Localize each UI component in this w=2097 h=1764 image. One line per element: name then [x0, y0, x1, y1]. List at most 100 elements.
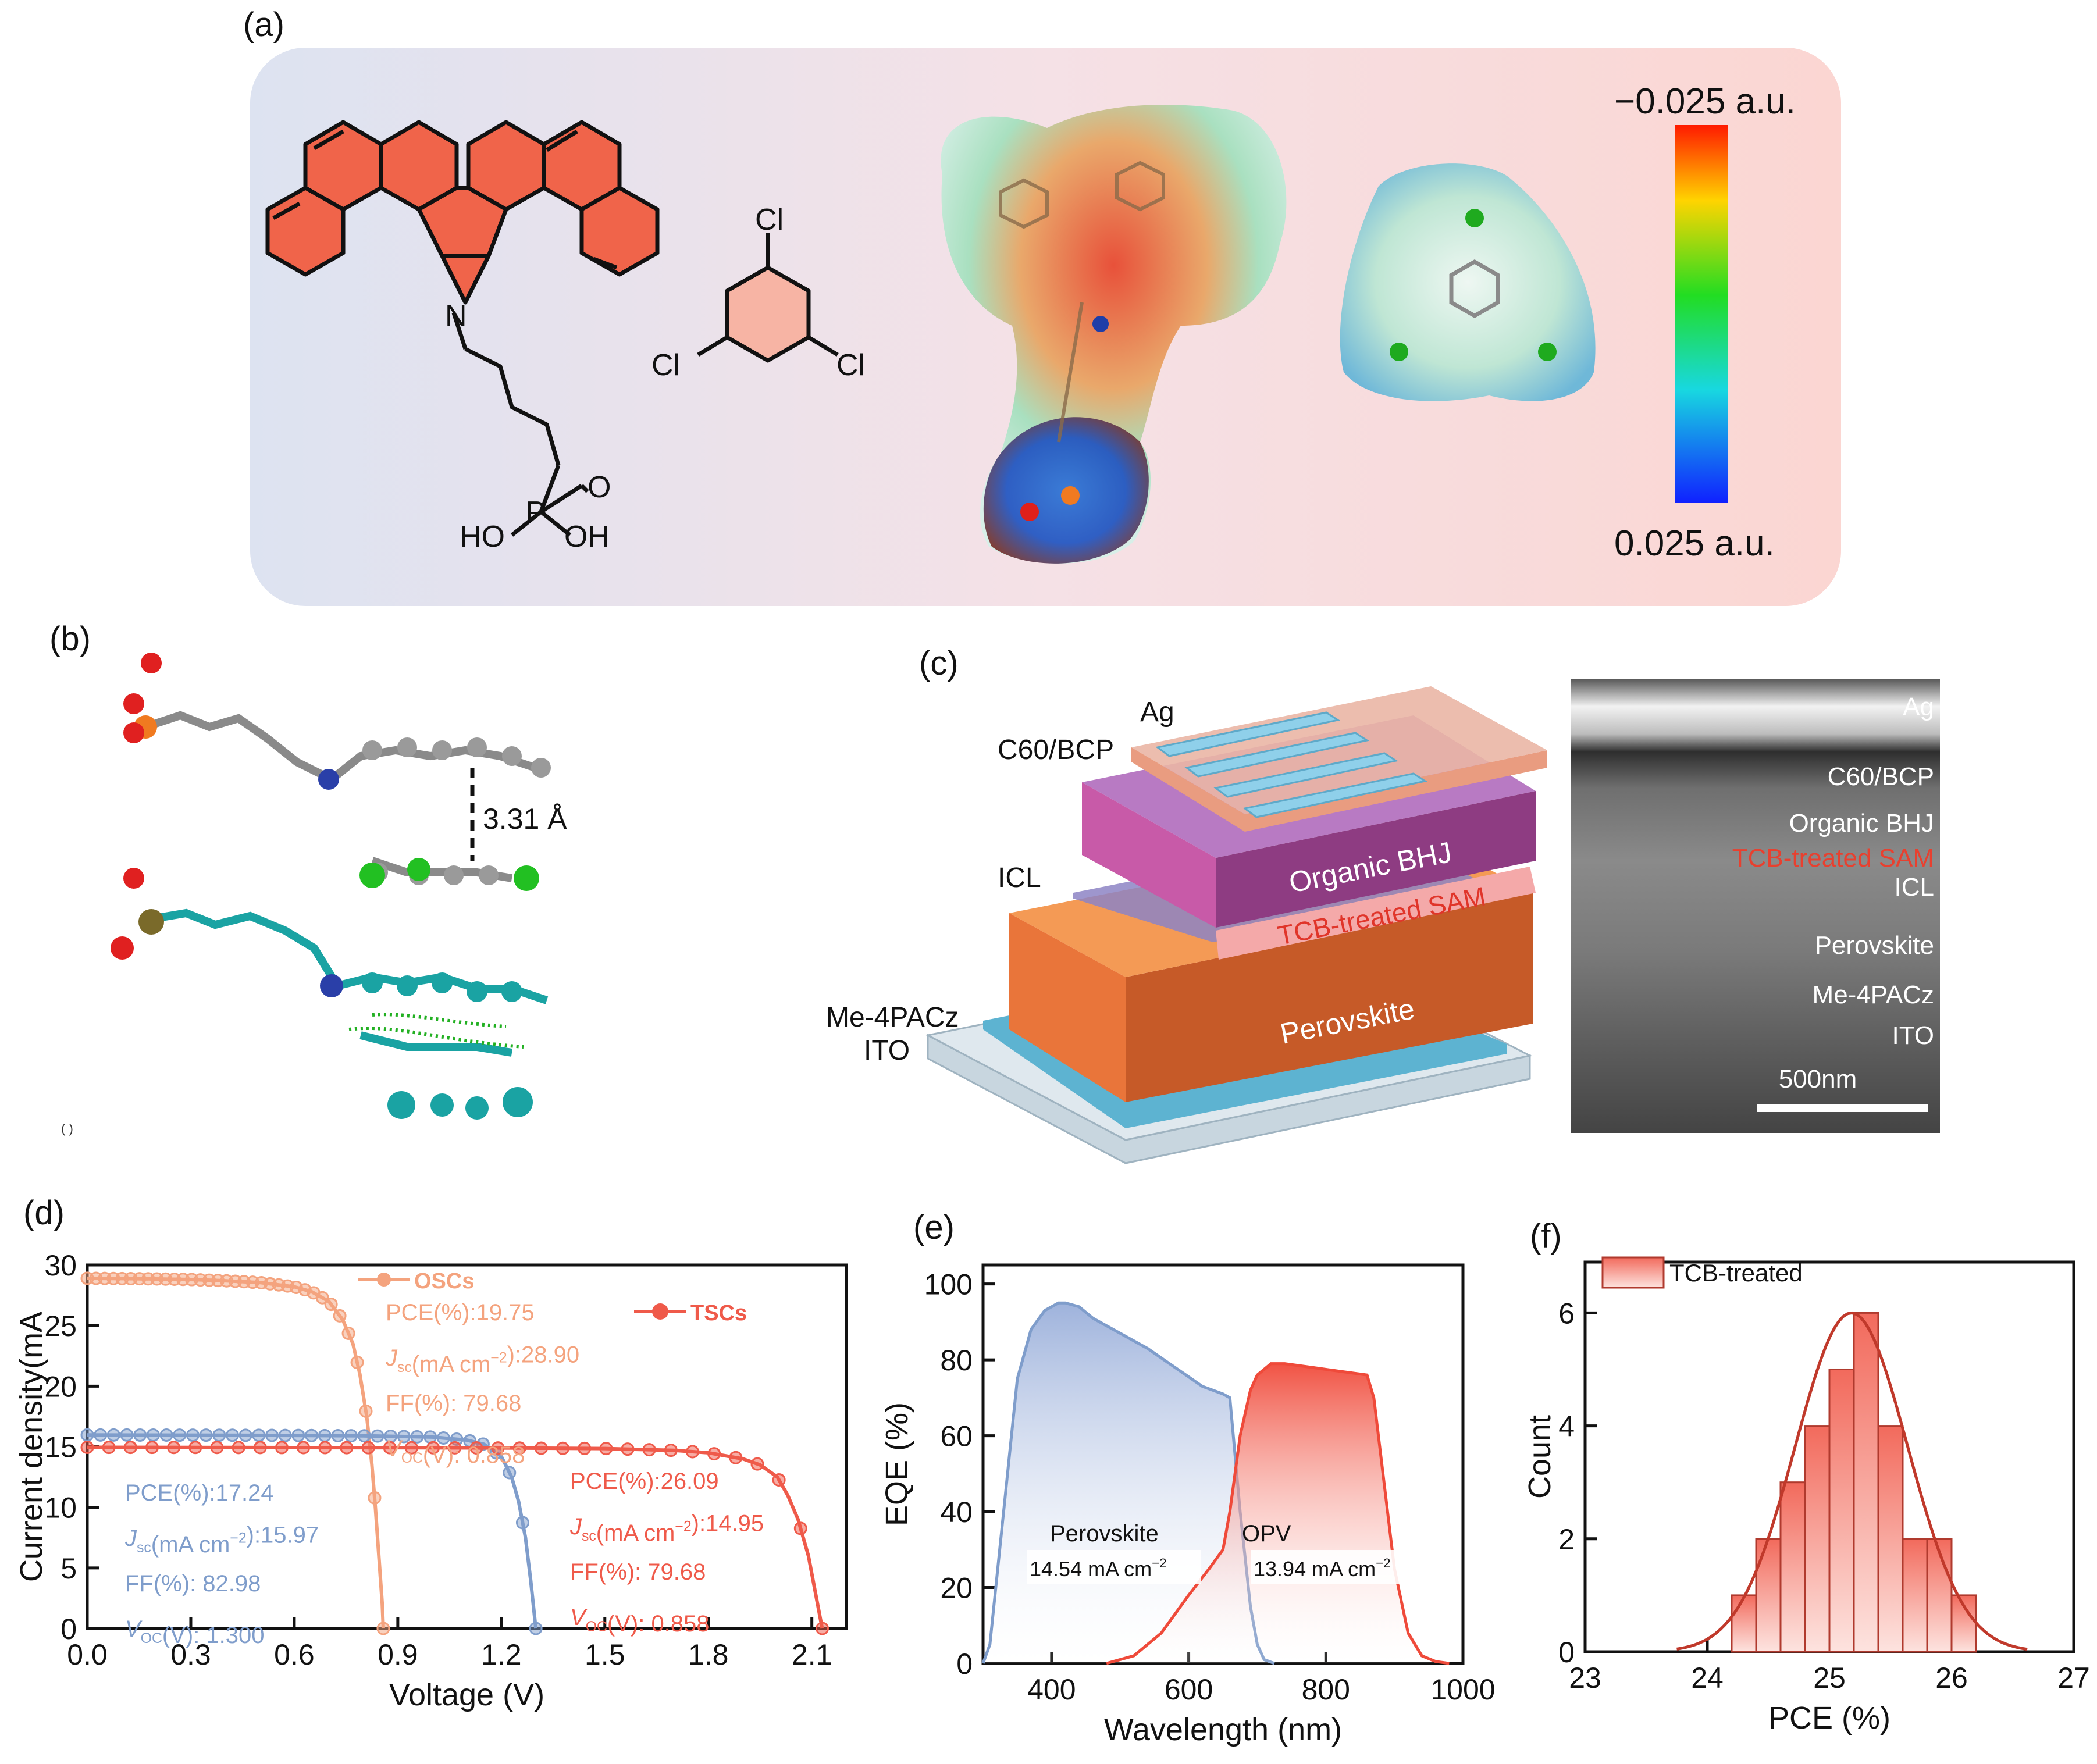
legend-swatch: [1601, 1256, 1665, 1289]
atom-cl-left: Cl: [651, 348, 680, 382]
atom-n-label: N: [445, 299, 467, 333]
sem-label-7: ITO: [1892, 1021, 1934, 1050]
jv-point-tscs: [642, 1443, 656, 1457]
y-axis-label: EQE (%): [880, 1402, 914, 1526]
stack-label-ag: Ag: [1140, 697, 1174, 728]
jv-point-psc: [515, 1516, 529, 1530]
jv-point-tscs: [145, 1441, 159, 1455]
y-tick-label: 80: [940, 1344, 973, 1377]
atom-ho-label: HO: [460, 520, 505, 554]
histogram-bar: [1853, 1312, 1879, 1653]
jv-point-psc: [106, 1428, 120, 1442]
sem-scale-bar-label: 500nm: [1779, 1065, 1857, 1093]
jv-point-tscs: [448, 1441, 462, 1455]
nitrogen-atom-sphere: [1092, 316, 1109, 332]
jv-point-psc: [305, 1428, 319, 1442]
x-tick-label: 2.1: [792, 1638, 832, 1671]
eqe-current-perovskite: 14.54 mA cm−2: [1030, 1556, 1167, 1581]
eqe-label-opv: OPV: [1242, 1521, 1291, 1546]
histogram-bar: [1804, 1425, 1831, 1653]
esp-map-tcb: [1340, 163, 1596, 401]
jv-point-psc: [225, 1428, 239, 1442]
x-tick-label: 0.9: [378, 1638, 418, 1671]
y-tick-label: 30: [44, 1249, 77, 1282]
legend-osc-label: OSCs: [414, 1269, 474, 1293]
y-tick-label: 20: [940, 1572, 973, 1605]
jv-point-tscs: [664, 1444, 678, 1457]
jv-point-tscs: [750, 1457, 764, 1471]
legend-osc-marker: [377, 1273, 391, 1287]
jv-point-oscs: [350, 1355, 364, 1369]
x-tick-label: 600: [1165, 1673, 1213, 1706]
tsc-annotation-voc: VOC(V): 0.858: [570, 1605, 710, 1637]
y-tick-label: 5: [60, 1552, 77, 1585]
x-tick-label: 1000: [1430, 1673, 1495, 1706]
jv-point-tscs: [469, 1441, 483, 1455]
sem-cross-section: [1571, 679, 1940, 1133]
atom-cl-right: Cl: [836, 348, 865, 382]
jv-point-psc: [423, 1430, 437, 1444]
jv-point-tscs: [123, 1441, 137, 1455]
jv-point-tscs: [793, 1521, 807, 1535]
jv-point-tscs: [772, 1473, 786, 1487]
jv-point-tscs: [232, 1441, 245, 1455]
jv-point-psc: [410, 1430, 424, 1444]
sem-label-0: Ag: [1903, 693, 1934, 721]
atom-cl-top: Cl: [755, 203, 784, 237]
jv-point-tscs: [556, 1441, 570, 1455]
x-axis-label: Wavelength (nm): [1104, 1712, 1342, 1747]
x-tick-label: 0.6: [274, 1638, 315, 1671]
eqe-label-perovskite: Perovskite: [1050, 1521, 1159, 1546]
jv-point-psc: [331, 1429, 345, 1443]
x-tick-label: 23: [1569, 1662, 1601, 1694]
jv-point-tscs: [318, 1441, 332, 1455]
jv-point-oscs: [368, 1491, 382, 1505]
x-tick-label: 0.3: [170, 1638, 211, 1671]
esp-map-sam: [941, 105, 1287, 564]
jv-point-tscs: [707, 1447, 721, 1461]
panel-d-label: (d): [23, 1194, 65, 1232]
jv-point-tscs: [80, 1441, 94, 1455]
jv-point-tscs: [578, 1441, 592, 1455]
y-tick-label: 40: [940, 1496, 973, 1528]
sem-label-6: Me-4PACz: [1813, 981, 1934, 1009]
histogram-bar: [1731, 1594, 1757, 1653]
histogram-bar: [1877, 1425, 1904, 1653]
jv-point-psc: [80, 1428, 94, 1442]
jv-point-tscs: [210, 1441, 224, 1455]
jv-point-psc: [265, 1428, 279, 1442]
osc-annotation-ff: FF(%): 79.68: [386, 1391, 521, 1416]
sem-label-3: TCB-treated SAM: [1732, 844, 1934, 872]
jv-point-tscs: [426, 1441, 440, 1455]
jv-point-psc: [278, 1428, 292, 1442]
eqe-current-box-opv: [1251, 1550, 1425, 1584]
y-tick-label: 6: [1558, 1297, 1575, 1330]
eqe-area-opv: [1106, 1363, 1450, 1663]
y-tick-label: 20: [44, 1370, 77, 1403]
jv-point-psc: [146, 1428, 160, 1442]
oxygen-atom-sphere: [1020, 503, 1039, 521]
jv-point-psc: [318, 1428, 332, 1442]
jv-point-psc: [238, 1428, 252, 1442]
y-axis-label: Count: [1522, 1415, 1557, 1499]
psc-annotation-pce: PCE(%):17.24: [125, 1480, 274, 1506]
stack-label-ito: ITO: [864, 1035, 910, 1066]
jv-point-oscs: [359, 1404, 373, 1418]
y-tick-label: 0: [1558, 1636, 1575, 1669]
panel-a-label: (a): [243, 6, 284, 44]
stack-label-icl: ICL: [998, 863, 1041, 893]
jv-point-tscs: [404, 1441, 418, 1455]
panel-b-corner-mark: ( ): [61, 1121, 73, 1136]
x-tick-label: 800: [1302, 1673, 1350, 1706]
tsc-annotation-pce: PCE(%):26.09: [570, 1469, 719, 1494]
legend-tsc-marker: [652, 1303, 668, 1320]
jv-chart: 0.0 0.3 0.6 0.9 1.2 1.5 1.8 2.1 0 5 10 15 20 25 30 Volt…: [14, 1249, 848, 1712]
legend-tsc-label: TSCs: [690, 1301, 747, 1325]
eqe-current-opv: 13.94 mA cm−2: [1254, 1556, 1391, 1581]
jv-point-psc: [291, 1428, 305, 1442]
atom-oh-label: OH: [564, 520, 610, 554]
y-tick-label: 60: [940, 1420, 973, 1453]
jv-point-psc: [212, 1428, 226, 1442]
colorbar-bottom-label: 0.025 a.u.: [1614, 523, 1775, 564]
